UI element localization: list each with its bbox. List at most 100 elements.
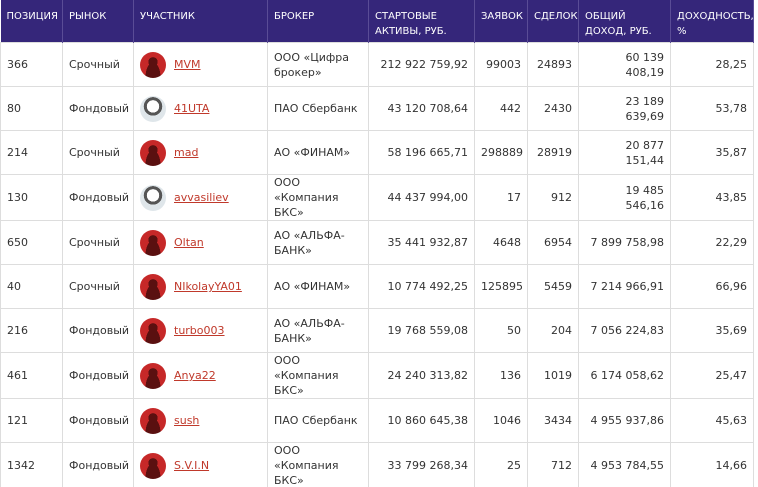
participant: 41UTA	[140, 95, 261, 122]
cell: 912	[527, 174, 579, 221]
cell: MVM	[133, 42, 268, 87]
cell: Фондовый	[62, 86, 134, 131]
avatar	[140, 95, 166, 122]
column-header: БРОКЕР	[267, 0, 369, 43]
cell: Фондовый	[62, 398, 134, 443]
cell: 298889	[474, 130, 528, 175]
participant-name[interactable]: turbo003	[174, 324, 225, 337]
participant-name[interactable]: Oltan	[174, 236, 204, 249]
cell: АО «АЛЬФА-БАНК»	[267, 308, 369, 353]
table-row: 214 Срочный mad АО «ФИНАМ» 58 196 665,71 2988…	[0, 130, 754, 175]
cell: 5459	[527, 264, 579, 309]
cell: ПАО Сбербанк	[267, 86, 369, 131]
cell: 4648	[474, 220, 528, 265]
cell: ПАО Сбербанк	[267, 398, 369, 443]
cell: Фондовый	[62, 442, 134, 487]
cell: mad	[133, 130, 268, 175]
cell: 442	[474, 86, 528, 131]
table-row: 121 Фондовый sush ПАО Сбербанк 10 860 645,38…	[0, 398, 754, 443]
cell: 7 056 224,83	[578, 308, 671, 353]
cell: 28919	[527, 130, 579, 175]
cell: Фондовый	[62, 174, 134, 221]
avatar	[140, 51, 166, 78]
participant-name[interactable]: MVM	[174, 58, 201, 71]
participant-name[interactable]: mad	[174, 146, 199, 159]
cell: Срочный	[62, 220, 134, 265]
cell: 204	[527, 308, 579, 353]
cell: 35,87	[670, 130, 754, 175]
cell: Срочный	[62, 264, 134, 309]
cell: 10 774 492,25	[368, 264, 475, 309]
cell: 2430	[527, 86, 579, 131]
cell: 17	[474, 174, 528, 221]
column-header: РЫНОК	[62, 0, 134, 43]
cell: 1046	[474, 398, 528, 443]
cell: 4 955 937,86	[578, 398, 671, 443]
cell: 125895	[474, 264, 528, 309]
cell: 212 922 759,92	[368, 42, 475, 87]
participant: NIkolayYA01	[140, 273, 261, 300]
cell: 366	[0, 42, 63, 87]
cell: 60 139 408,19	[578, 42, 671, 87]
cell: АО «ФИНАМ»	[267, 130, 369, 175]
cell: 19 485 546,16	[578, 174, 671, 221]
cell: 35,69	[670, 308, 754, 353]
cell: avvasiliev	[133, 174, 268, 221]
cell: 23 189 639,69	[578, 86, 671, 131]
column-header: ОБЩИЙ ДОХОД, РУБ.	[578, 0, 671, 43]
participant-name[interactable]: S.V.I.N	[174, 459, 210, 472]
cell: 136	[474, 352, 528, 399]
cell: 14,66	[670, 442, 754, 487]
cell: 130	[0, 174, 63, 221]
cell: 3434	[527, 398, 579, 443]
cell: 41UTA	[133, 86, 268, 131]
participant-name[interactable]: Anya22	[174, 369, 216, 382]
cell: Фондовый	[62, 308, 134, 353]
cell: 1342	[0, 442, 63, 487]
cell: 214	[0, 130, 63, 175]
cell: АО «ФИНАМ»	[267, 264, 369, 309]
cell: 28,25	[670, 42, 754, 87]
avatar	[140, 184, 166, 211]
cell: 6954	[527, 220, 579, 265]
cell: 99003	[474, 42, 528, 87]
avatar	[140, 317, 166, 344]
avatar	[140, 273, 166, 300]
table-row: 216 Фондовый turbo003 АО «АЛЬФА-БАНК» 19 768…	[0, 308, 754, 353]
participant: S.V.I.N	[140, 452, 261, 479]
cell: Фондовый	[62, 352, 134, 399]
cell: 80	[0, 86, 63, 131]
cell: 216	[0, 308, 63, 353]
avatar	[140, 362, 166, 389]
cell: ООО «Компания БКС»	[267, 352, 369, 399]
participant-name[interactable]: 41UTA	[174, 102, 210, 115]
cell: 7 899 758,98	[578, 220, 671, 265]
participant: Oltan	[140, 229, 261, 256]
cell: 4 953 784,55	[578, 442, 671, 487]
table-row: 1342 Фондовый S.V.I.N ООО «Компания БКС» 33 …	[0, 442, 754, 487]
participant: mad	[140, 139, 261, 166]
participant-name[interactable]: sush	[174, 414, 200, 427]
cell: 35 441 932,87	[368, 220, 475, 265]
cell: 650	[0, 220, 63, 265]
cell: Anya22	[133, 352, 268, 399]
cell: 19 768 559,08	[368, 308, 475, 353]
cell: 44 437 994,00	[368, 174, 475, 221]
participant-name[interactable]: NIkolayYA01	[174, 280, 242, 293]
cell: 25,47	[670, 352, 754, 399]
table-row: 130 Фондовый avvasiliev ООО «Компания БКС» 4…	[0, 174, 754, 221]
column-header: СДЕЛОК	[527, 0, 579, 43]
cell: 121	[0, 398, 63, 443]
cell: 461	[0, 352, 63, 399]
column-header: ДОХОДНОСТЬ, %	[670, 0, 754, 43]
cell: Срочный	[62, 42, 134, 87]
header-row: ПОЗИЦИЯ РЫНОК УЧАСТНИК БРОКЕР СТАРТОВЫЕ АКТИ…	[0, 0, 754, 43]
cell: АО «АЛЬФА-БАНК»	[267, 220, 369, 265]
cell: 43,85	[670, 174, 754, 221]
cell: 7 214 966,91	[578, 264, 671, 309]
participant-name[interactable]: avvasiliev	[174, 191, 229, 204]
column-header: ПОЗИЦИЯ	[0, 0, 63, 43]
participant: sush	[140, 407, 261, 434]
column-header: УЧАСТНИК	[133, 0, 268, 43]
